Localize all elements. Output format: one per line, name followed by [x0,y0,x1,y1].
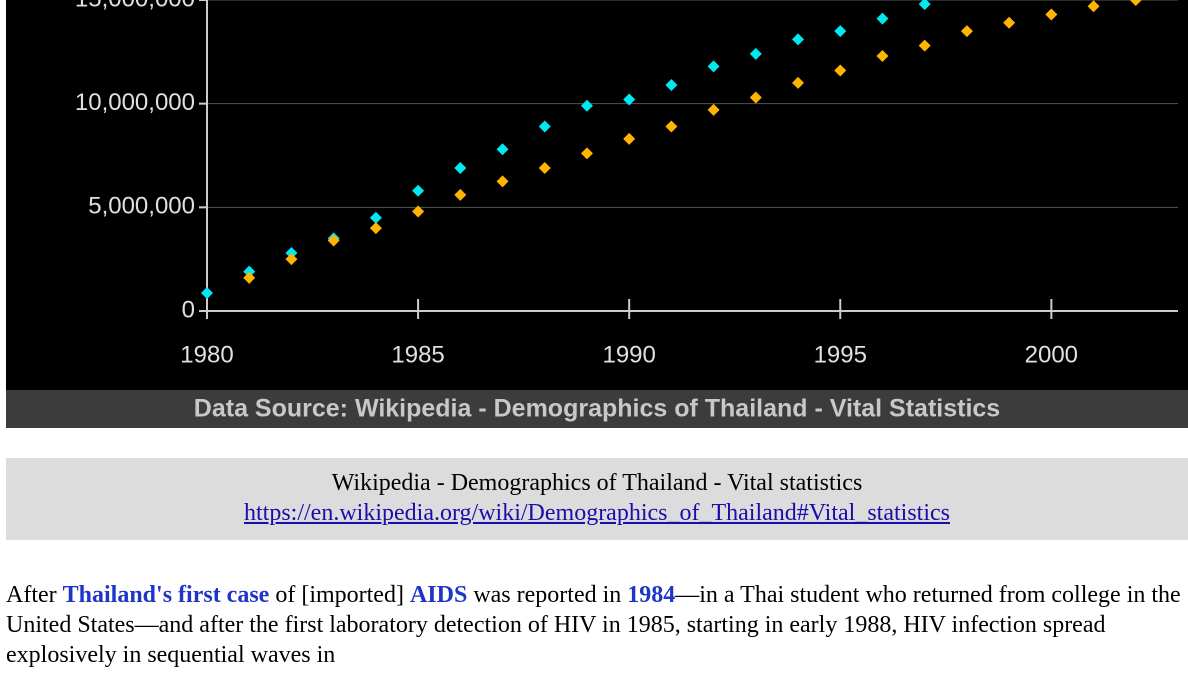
point [792,76,805,89]
point [369,211,382,224]
point [327,234,340,247]
source: Data Source: Wikipedia - Demographics of… [194,395,1000,423]
caption: Wikipedia - Demographics of Thailand - V… [6,458,1188,540]
point [285,246,298,259]
point [792,33,805,46]
x-tick-label: 2000 [1025,341,1078,368]
point [834,64,847,77]
point [876,49,889,62]
point [623,93,636,106]
caption-title: Wikipedia - Demographics of Thailand - V… [331,470,863,496]
point [665,120,678,133]
point [918,39,931,52]
point [749,91,762,104]
x-tick-label: 1985 [391,341,444,368]
point [707,60,720,73]
y-tick-label: 0 [182,296,195,323]
point [960,25,973,38]
text: —in a Thai student who returned from col… [6,582,1181,668]
link[interactable]: AIDS [409,582,468,608]
point [538,161,551,174]
point [496,175,509,188]
chart-bg [6,0,1188,390]
point [285,253,298,266]
point [1045,8,1058,21]
point [496,143,509,156]
point [243,271,256,284]
y-tick-label: 5,000,000 [88,193,195,220]
point [454,161,467,174]
y-tick-label: 10,000,000 [75,89,195,116]
caption-link[interactable]: https://en.wikipedia.org/wiki/Demographi… [244,500,950,526]
link[interactable]: 1984 [627,582,676,608]
x-tick-label: 1980 [180,341,233,368]
point [369,222,382,235]
point [454,188,467,201]
text: After [6,582,63,608]
point [412,184,425,197]
text: was reported in [467,582,628,608]
link[interactable]: Thailand's first case [62,582,270,608]
point [1087,0,1100,13]
point [1003,16,1016,29]
point [876,12,889,25]
source-band [6,390,1188,428]
paragraph: After Thailand's first case of [imported… [6,580,1188,670]
point [707,103,720,116]
point [834,25,847,38]
point [201,286,213,299]
point [243,265,256,278]
point [749,47,762,60]
point [1129,0,1142,6]
point [580,147,593,160]
chart: Data Source: Wikipedia - Demographics of… [6,0,1188,428]
x-tick-label: 1995 [814,341,867,368]
point [412,205,425,218]
point [665,79,678,92]
text: of [imported] [269,582,410,608]
point [538,120,551,133]
x-tick-label: 1990 [602,341,655,368]
point [623,132,636,145]
y-tick-label: 15,000,000 [75,0,195,12]
point [580,99,593,112]
point [918,0,931,11]
